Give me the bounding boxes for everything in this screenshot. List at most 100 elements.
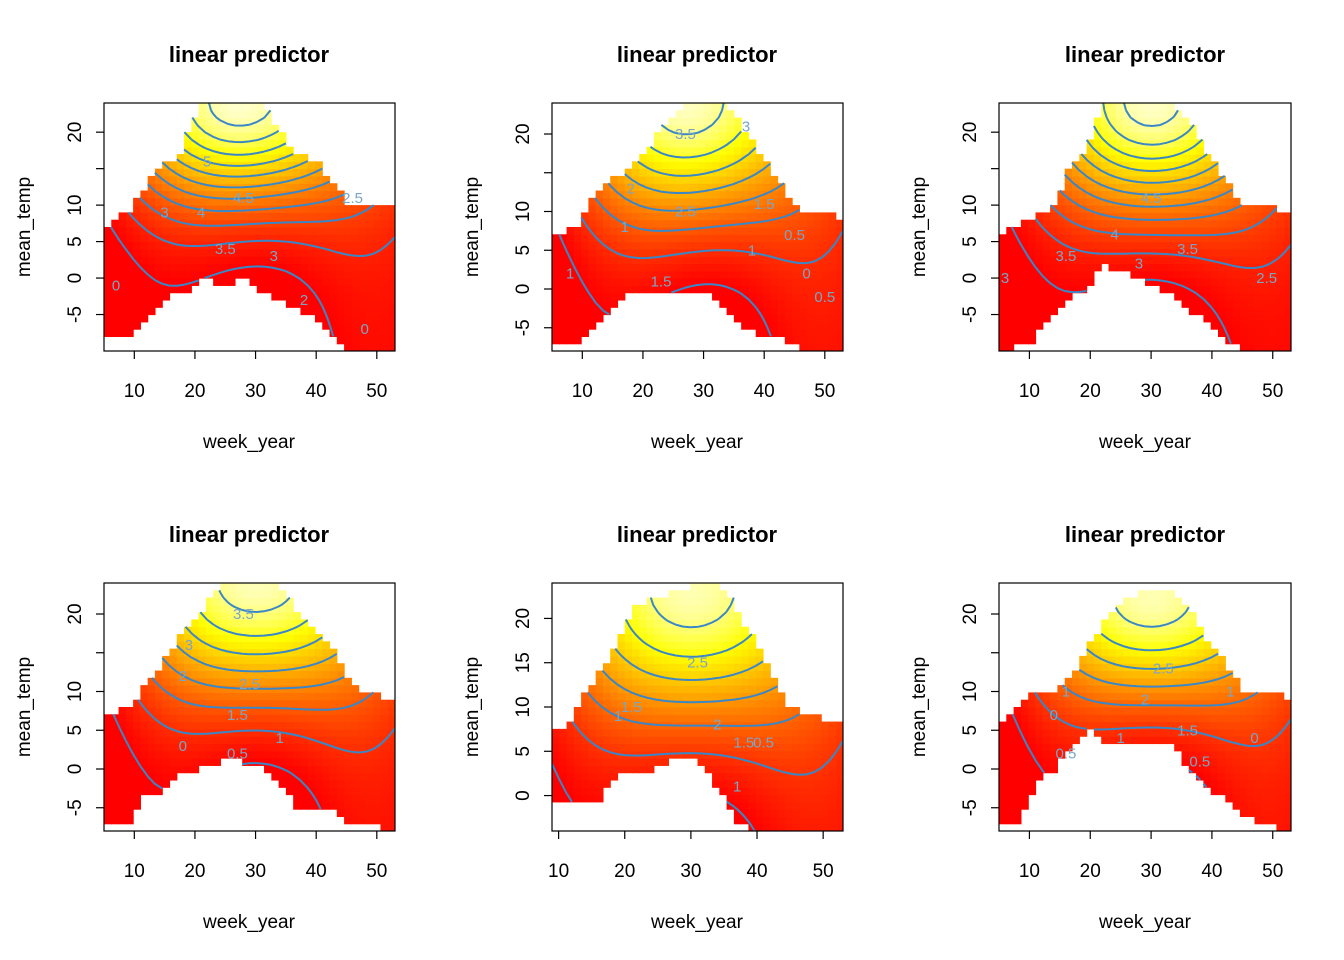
heatmap-cell xyxy=(1093,219,1102,228)
heatmap-cell xyxy=(249,655,258,664)
heatmap-cell xyxy=(1174,241,1183,250)
heatmap-cell xyxy=(741,809,750,818)
heatmap-cell xyxy=(1057,241,1066,250)
heatmap-cell xyxy=(552,307,560,316)
heatmap-cell xyxy=(314,707,323,715)
heatmap-cell xyxy=(668,707,677,715)
heatmap-cell xyxy=(264,234,272,243)
heatmap-cell xyxy=(668,154,677,162)
contour-label: 2.5 xyxy=(687,655,708,672)
heatmap-cell xyxy=(1203,736,1212,745)
heatmap-cell xyxy=(1101,619,1110,628)
heatmap-cell xyxy=(154,248,163,257)
heatmap-cell xyxy=(227,270,236,279)
heatmap-cell xyxy=(682,146,691,155)
heatmap-cell xyxy=(1203,743,1212,752)
heatmap-cell xyxy=(784,205,793,214)
heatmap-cell xyxy=(675,736,684,745)
heatmap-cell xyxy=(344,314,352,323)
heatmap-cell xyxy=(1137,590,1146,599)
heatmap-cell xyxy=(373,728,382,737)
heatmap-cell xyxy=(610,685,619,694)
heatmap-cell xyxy=(1079,263,1088,272)
heatmap-cell xyxy=(256,241,265,250)
heatmap-cell xyxy=(770,677,779,686)
heatmap-cell xyxy=(639,758,648,766)
heatmap-cell xyxy=(387,336,395,345)
contour-label: 1 xyxy=(614,708,622,725)
heatmap-cell xyxy=(380,307,389,316)
heatmap-cell xyxy=(1035,736,1044,745)
heatmap-cell xyxy=(1115,190,1124,199)
heatmap-cell xyxy=(799,743,808,752)
heatmap-cell xyxy=(133,299,141,308)
heatmap-cell xyxy=(1028,787,1037,796)
heatmap-cell xyxy=(1101,728,1110,737)
heatmap-cell xyxy=(140,241,149,250)
heatmap-cell xyxy=(762,292,771,301)
heatmap-cell xyxy=(1006,736,1015,745)
heatmap-cell xyxy=(242,597,251,606)
heatmap-cell xyxy=(351,256,360,265)
heatmap-cell xyxy=(646,758,655,766)
heatmap-cell xyxy=(719,248,728,257)
heatmap-cell xyxy=(140,234,149,243)
heatmap-cell xyxy=(104,241,112,250)
heatmap-cell xyxy=(1152,219,1161,228)
heatmap-cell xyxy=(293,794,302,803)
heatmap-cell xyxy=(661,663,670,672)
contour-line xyxy=(191,117,280,144)
heatmap-cell xyxy=(733,619,742,628)
heatmap-cell xyxy=(1086,270,1095,279)
heatmap-cell xyxy=(1057,714,1066,723)
heatmap-cell xyxy=(668,161,677,170)
heatmap-cell xyxy=(1006,314,1015,323)
heatmap-cell xyxy=(733,227,742,235)
heatmap-cell xyxy=(1101,626,1110,635)
y-tick-label: 5 xyxy=(65,236,86,247)
heatmap-cell xyxy=(741,714,750,723)
heatmap-cell xyxy=(1159,626,1168,635)
heatmap-cell xyxy=(1210,227,1219,235)
heatmap-cell xyxy=(264,285,272,294)
heatmap-cell xyxy=(653,699,662,708)
heatmap-cell xyxy=(999,336,1007,345)
heatmap-cell xyxy=(176,278,185,286)
heatmap-cell xyxy=(1093,168,1102,177)
heatmap-cell xyxy=(690,685,699,694)
heatmap-cell xyxy=(1210,321,1219,330)
heatmap-cell xyxy=(1108,612,1117,621)
heatmap-cell xyxy=(792,728,800,737)
heatmap-cell xyxy=(624,692,633,701)
heatmap-cell xyxy=(610,758,619,766)
heatmap-cell xyxy=(697,736,706,745)
heatmap-cell xyxy=(617,670,626,679)
heatmap-cell xyxy=(1188,634,1197,642)
heatmap-cell xyxy=(104,736,112,745)
heatmap-cell xyxy=(675,634,684,642)
heatmap-cell xyxy=(733,634,742,642)
heatmap-cell xyxy=(1123,670,1131,679)
heatmap-cell xyxy=(1028,779,1037,788)
heatmap-cell xyxy=(387,278,395,286)
heatmap-cell xyxy=(999,750,1007,759)
heatmap-cell xyxy=(835,219,843,228)
heatmap-cell xyxy=(821,728,830,737)
heatmap-cell xyxy=(828,270,837,279)
heatmap-cell xyxy=(828,728,837,737)
heatmap-cell xyxy=(733,794,742,803)
heatmap-cell xyxy=(792,270,800,279)
heatmap-cell xyxy=(821,816,830,825)
heatmap-cell xyxy=(285,227,294,235)
heatmap-cell xyxy=(256,590,265,599)
heatmap-cell xyxy=(799,779,808,788)
heatmap-cell xyxy=(111,809,120,818)
heatmap-cell xyxy=(205,175,214,184)
heatmap-cell xyxy=(365,772,374,781)
heatmap-cell xyxy=(213,219,222,228)
heatmap-cell xyxy=(1145,103,1153,111)
heatmap-cell xyxy=(646,241,655,250)
heatmap-cell xyxy=(220,212,229,221)
heatmap-cell xyxy=(1152,256,1161,265)
heatmap-cell xyxy=(387,707,395,715)
